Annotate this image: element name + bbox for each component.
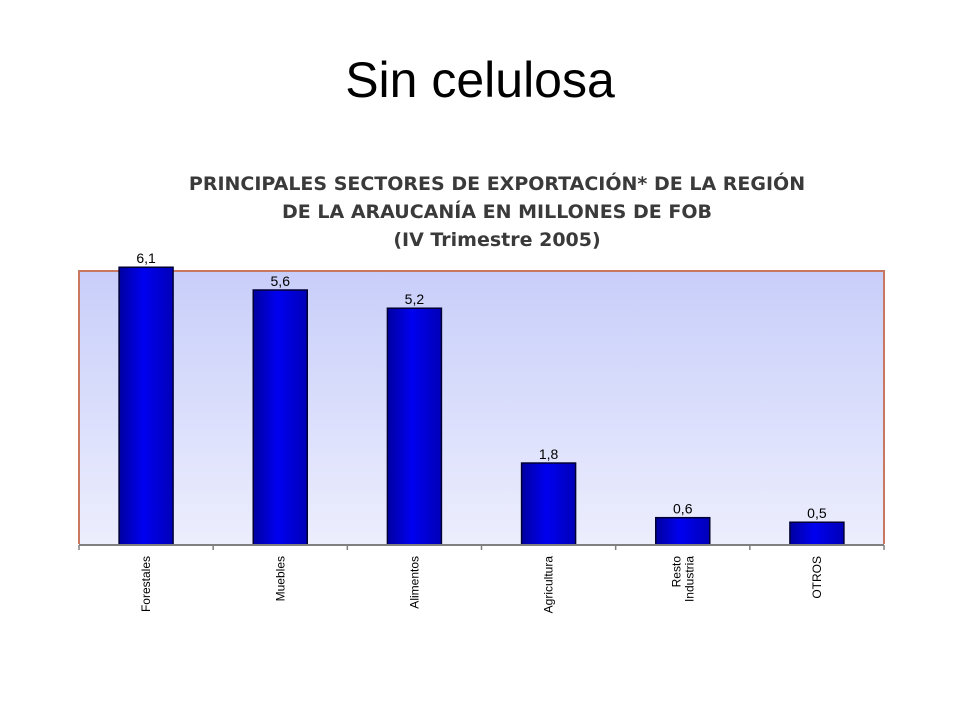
chart-title-line-2: DE LA ARAUCANÍA EN MILLONES DE FOB <box>282 200 712 223</box>
category-label-line: Resto <box>669 556 683 588</box>
bar <box>252 289 308 546</box>
chart-title-line-1: PRINCIPALES SECTORES DE EXPORTACIÓN* DE … <box>189 171 805 195</box>
bar <box>386 307 443 546</box>
category-label: Alimentos <box>407 556 421 609</box>
bar <box>655 516 711 546</box>
category-label: OTROS <box>810 556 824 599</box>
plot-area <box>79 271 884 544</box>
chart-title: PRINCIPALES SECTORES DE EXPORTACIÓN* DE … <box>189 171 805 251</box>
bar <box>520 462 577 546</box>
bar <box>118 266 174 546</box>
value-labels: 6,1 5,6 5,2 1,8 0,6 0,5 <box>136 250 827 521</box>
x-axis-ticks <box>78 545 885 550</box>
plot-frame <box>78 270 885 544</box>
value-label: 5,2 <box>405 291 425 307</box>
value-label: 5,6 <box>271 273 291 289</box>
category-label-line: Industria <box>682 556 696 602</box>
category-label-line: Forestales <box>139 556 153 612</box>
category-label: Agricultura <box>542 556 556 614</box>
chart-title-line-3: (IV Trimestre 2005) <box>393 229 600 251</box>
category-label-line: Alimentos <box>407 556 421 609</box>
value-label: 0,5 <box>807 505 827 521</box>
category-label-line: Agricultura <box>542 556 556 614</box>
category-label: Muebles <box>273 556 287 601</box>
value-label: 0,6 <box>673 501 693 517</box>
category-labels: Forestales Muebles Alimentos Agricultura Res… <box>139 556 824 614</box>
category-label-line: Muebles <box>273 556 287 601</box>
value-label: 6,1 <box>136 250 156 266</box>
value-label: 1,8 <box>539 446 559 462</box>
category-label: RestoIndustria <box>669 556 696 602</box>
category-label: Forestales <box>139 556 153 612</box>
slide-title: Sin celulosa <box>345 52 615 108</box>
bar <box>789 521 845 546</box>
category-label-line: OTROS <box>810 556 824 599</box>
